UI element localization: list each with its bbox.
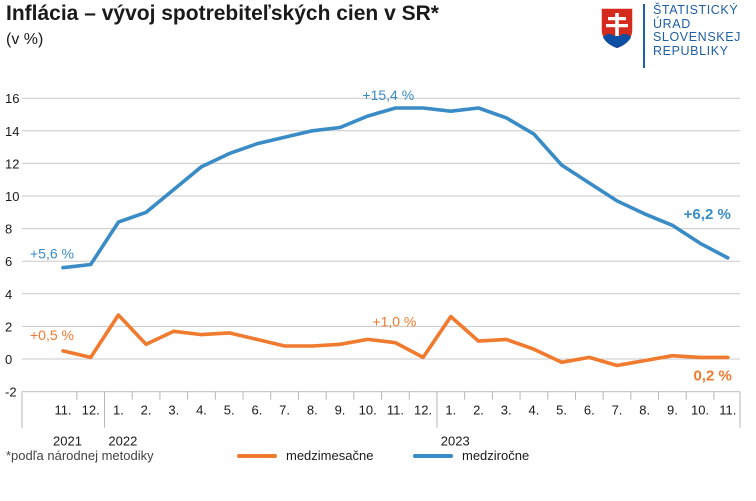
axis-layer: 16 14 12 10 8 6 4 2 0 -2 11. 12. 1. 2. 3. 4. 5. 6. 7. 8. 9. 1…	[5, 91, 741, 449]
x-tick-label: 7.	[612, 403, 623, 418]
label-layer: +5,6 % +15,4 % +6,2 % +0,5 % +1,0 % 0,2 %	[30, 87, 732, 384]
x-tick-label: 2.	[141, 403, 152, 418]
data-label: +5,6 %	[30, 246, 74, 262]
x-tick-label: 12.	[82, 403, 100, 418]
legend-label-medzirocne: medziročne	[462, 448, 530, 463]
y-tick-label: 2	[5, 319, 12, 334]
x-tick-label: 8.	[307, 403, 318, 418]
logo-line-2: ÚRAD	[653, 16, 691, 31]
logo-line-4: REPUBLIKY	[653, 43, 729, 58]
x-tick-label: 4.	[196, 403, 207, 418]
x-tick-label: 11.	[54, 403, 71, 418]
x-year-label: 2021	[53, 434, 82, 449]
logo-line-1: ŠTATISTICKÝ	[653, 3, 739, 17]
grid-layer	[22, 97, 740, 393]
data-label: 0,2 %	[693, 367, 731, 384]
x-tick-label: 9.	[667, 403, 678, 418]
x-tick-label: 6.	[251, 403, 262, 418]
x-tick-label: 9.	[335, 403, 346, 418]
y-tick-label: 10	[5, 189, 19, 204]
data-label: +6,2 %	[684, 206, 731, 223]
x-tick-label: 6.	[584, 403, 595, 418]
x-tick-label: 11.	[387, 403, 404, 418]
series-line-medzimesacne	[61, 313, 730, 368]
y-tick-label: 16	[5, 91, 19, 106]
y-tick-label: 4	[5, 287, 12, 302]
y-tick-label: 14	[5, 124, 19, 139]
logo-divider	[643, 4, 645, 68]
chart-title: Inflácia – vývoj spotrebiteľských cien v…	[6, 2, 439, 25]
x-tick-label: 7.	[279, 403, 290, 418]
x-tick-label: 10.	[359, 403, 377, 418]
x-tick-label: 1.	[445, 403, 456, 418]
x-tick-label: 1.	[113, 403, 124, 418]
chart-unit-label: (v %)	[6, 31, 44, 48]
y-tick-label: 0	[5, 352, 12, 367]
logo-text: ŠTATISTICKÝ ÚRAD SLOVENSKEJ REPUBLIKY	[653, 3, 741, 58]
statistical-office-logo: ŠTATISTICKÝ ÚRAD SLOVENSKEJ REPUBLIKY	[599, 3, 749, 70]
x-year-label: 2023	[441, 434, 470, 449]
x-tick-label: 5.	[224, 403, 235, 418]
legend-swatch-medzirocne	[413, 453, 453, 458]
data-label: +1,0 %	[372, 314, 416, 330]
y-tick-label: 8	[5, 222, 12, 237]
x-tick-label: 8.	[639, 403, 650, 418]
y-tick-label: 12	[5, 156, 19, 171]
legend-item-medzimesacne: medzimesačne	[237, 448, 373, 463]
x-year-label: 2022	[108, 434, 137, 449]
legend-label-medzimesacne: medzimesačne	[286, 448, 374, 463]
data-label: +15,4 %	[362, 87, 414, 103]
y-tick-label: 6	[5, 254, 12, 269]
footnote: *podľa národnej metodiky	[6, 448, 154, 463]
slovak-coat-of-arms-icon	[600, 7, 634, 50]
legend-swatch-medzimesacne	[237, 453, 277, 458]
x-tick-label: 11.	[719, 403, 736, 418]
y-tick-label: -2	[5, 385, 17, 400]
series-layer	[61, 106, 730, 368]
logo-line-3: SLOVENSKEJ	[653, 30, 741, 44]
x-tick-label: 3.	[168, 403, 179, 418]
data-label: +0,5 %	[30, 327, 74, 343]
x-tick-label: 4.	[528, 403, 539, 418]
x-tick-label: 2.	[473, 403, 484, 418]
x-tick-label: 10.	[691, 403, 709, 418]
legend-item-medzirocne: medziročne	[413, 448, 529, 463]
x-tick-label: 3.	[501, 403, 512, 418]
x-tick-label: 5.	[556, 403, 567, 418]
series-line-medzirocne	[61, 106, 730, 270]
x-tick-label: 12.	[414, 403, 432, 418]
